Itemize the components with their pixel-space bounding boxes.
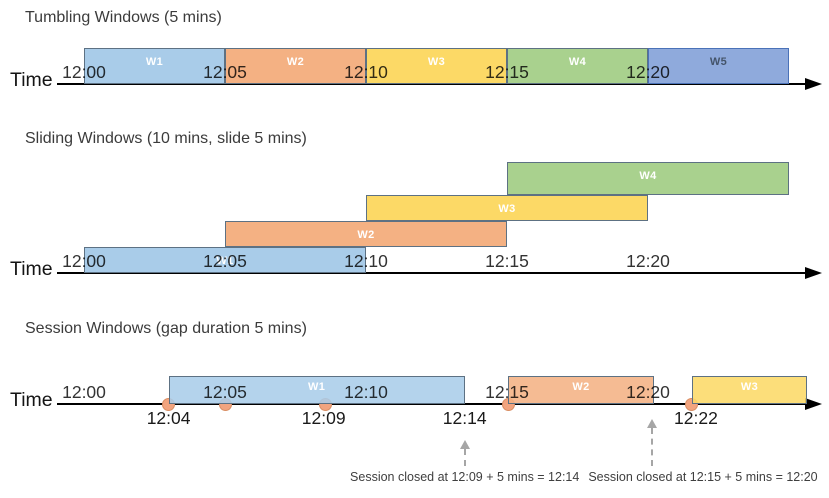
time-axis-label: Time (10, 389, 53, 411)
window-label-w5: W5 (709, 56, 728, 68)
session-tick-label-12-00: 12:00 (62, 382, 106, 402)
event-time-label-12-14: 12:14 (442, 408, 487, 428)
window-label-w1: W1 (145, 56, 164, 68)
window-label-w3: W3 (740, 381, 759, 393)
sliding-window-box-w4: W4 (507, 162, 789, 195)
session-tick-label-12-20: 12:20 (626, 382, 670, 402)
sliding-window-box-w3: W3 (366, 195, 648, 221)
session-windows-title: Session Windows (gap duration 5 mins) (25, 320, 307, 337)
session-tick-label-12-15: 12:15 (485, 382, 529, 402)
session-window-box-w2: W2 (508, 376, 654, 404)
sliding-windows-title: Sliding Windows (10 mins, slide 5 mins) (25, 130, 307, 147)
annotation-arrow-icon (647, 419, 658, 428)
sliding-tick-label-12-15: 12:15 (485, 251, 529, 271)
tumbling-tick-label-12-00: 12:00 (62, 62, 106, 82)
sliding-axis-arrowhead-icon (805, 267, 822, 279)
sliding-tick-label-12-10: 12:10 (344, 251, 388, 271)
annotation-arrow-stem (463, 449, 466, 466)
tumbling-tick-label-12-15: 12:15 (485, 62, 529, 82)
window-label-w3: W3 (498, 203, 516, 215)
window-label-w1: W1 (307, 381, 326, 393)
sliding-tick-label-12-20: 12:20 (626, 251, 670, 271)
tumbling-tick-label-12-10: 12:10 (344, 62, 388, 82)
tumbling-window-box-w4: W4 (507, 48, 648, 84)
session-annotation-2: Session closed at 12:15 + 5 mins = 12:20 (588, 470, 818, 484)
time-axis-label: Time (10, 69, 53, 91)
event-time-label-12-04: 12:04 (146, 408, 191, 428)
session-tick-label-12-10: 12:10 (344, 382, 388, 402)
tumbling-window-box-w1: W1 (84, 48, 225, 84)
sliding-tick-label-12-00: 12:00 (62, 251, 106, 271)
annotation-arrow-icon (459, 440, 470, 449)
sliding-tick-label-12-05: 12:05 (203, 251, 247, 271)
event-time-label-12-22: 12:22 (674, 408, 718, 428)
window-label-w2: W2 (357, 229, 375, 241)
tumbling-windows-title: Tumbling Windows (5 mins) (25, 9, 222, 26)
tumbling-tick-label-12-20: 12:20 (626, 62, 670, 82)
sliding-window-box-w1: W1 (84, 247, 366, 273)
window-label-w4: W4 (639, 170, 657, 182)
window-label-w2: W2 (286, 56, 305, 68)
sliding-window-box-w2: W2 (225, 221, 507, 247)
tumbling-window-box-w2: W2 (225, 48, 366, 84)
session-axis-arrowhead-icon (805, 398, 822, 410)
time-axis-label: Time (10, 258, 53, 280)
window-label-w3: W3 (427, 56, 446, 68)
window-label-w1: W1 (216, 255, 234, 267)
tumbling-axis-line (57, 83, 806, 85)
session-window-box-w1: W1 (168, 376, 465, 404)
sliding-axis-line (57, 272, 806, 274)
session-tick-label-12-05: 12:05 (203, 382, 247, 402)
tumbling-tick-label-12-05: 12:05 (203, 62, 247, 82)
tumbling-axis-arrowhead-icon (805, 78, 822, 90)
event-time-label-12-09: 12:09 (301, 408, 346, 428)
session-annotation-1: Session closed at 12:09 + 5 mins = 12:14 (350, 470, 580, 484)
annotation-arrow-stem (651, 428, 654, 466)
session-axis-line (57, 403, 806, 405)
window-label-w2: W2 (572, 381, 590, 393)
session-window-box-w3: W3 (691, 376, 808, 404)
window-label-w4: W4 (568, 56, 587, 68)
tumbling-window-box-w3: W3 (366, 48, 507, 84)
tumbling-window-box-w5: W5 (648, 48, 789, 84)
